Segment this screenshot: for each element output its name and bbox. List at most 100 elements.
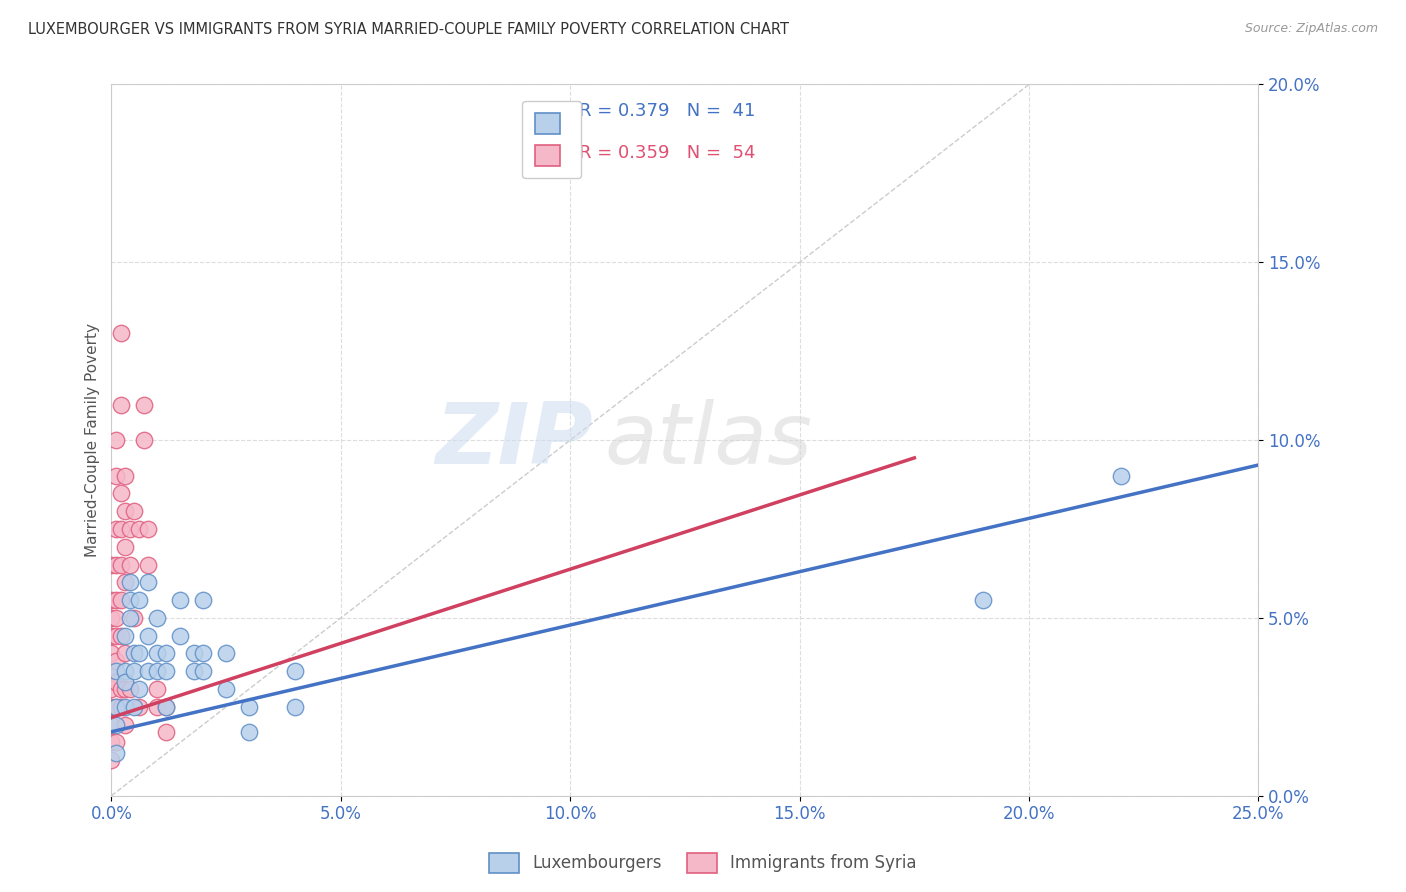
Point (183, 647, 205, 661)
Point (124, 504, 146, 518)
Point (193, 593, 215, 607)
Point (124, 699, 146, 714)
Point (114, 717, 136, 731)
Point (105, 468, 128, 483)
Point (110, 681, 132, 696)
Text: atlas: atlas (605, 399, 813, 482)
Point (105, 433, 128, 447)
Point (114, 647, 136, 661)
Point (136, 629, 159, 643)
Point (155, 724, 177, 739)
Point (136, 522, 159, 536)
Point (169, 629, 191, 643)
Point (146, 647, 169, 661)
Point (193, 647, 215, 661)
Point (114, 675, 136, 690)
Point (110, 629, 132, 643)
Legend: , : , (522, 101, 582, 178)
Point (105, 735, 128, 749)
Point (105, 675, 128, 690)
Point (132, 398, 155, 412)
Point (110, 486, 132, 500)
Point (100, 735, 122, 749)
Point (105, 593, 128, 607)
Point (146, 699, 169, 714)
Point (118, 611, 141, 625)
Point (114, 540, 136, 554)
Point (118, 593, 141, 607)
Point (128, 699, 150, 714)
Point (114, 575, 136, 590)
Text: LUXEMBOURGER VS IMMIGRANTS FROM SYRIA MARRIED-COUPLE FAMILY POVERTY CORRELATION : LUXEMBOURGER VS IMMIGRANTS FROM SYRIA MA… (28, 22, 789, 37)
Point (183, 665, 205, 679)
Point (146, 681, 169, 696)
Point (114, 468, 136, 483)
Point (284, 665, 307, 679)
Point (215, 647, 238, 661)
Point (114, 681, 136, 696)
Point (114, 699, 136, 714)
Point (110, 326, 132, 341)
Point (114, 665, 136, 679)
Point (118, 558, 141, 572)
Point (155, 647, 177, 661)
Point (146, 665, 169, 679)
Text: Source: ZipAtlas.com: Source: ZipAtlas.com (1244, 22, 1378, 36)
Point (155, 699, 177, 714)
Point (105, 654, 128, 668)
Point (110, 558, 132, 572)
Point (105, 665, 128, 679)
Point (105, 699, 128, 714)
Point (105, 558, 128, 572)
Point (284, 699, 307, 714)
Point (100, 681, 122, 696)
Point (238, 699, 260, 714)
Y-axis label: Married-Couple Family Poverty: Married-Couple Family Poverty (86, 323, 100, 558)
Point (105, 522, 128, 536)
Legend: Luxembourgers, Immigrants from Syria: Luxembourgers, Immigrants from Syria (482, 847, 924, 880)
Point (114, 504, 136, 518)
Point (100, 717, 122, 731)
Point (100, 611, 122, 625)
Point (100, 593, 122, 607)
Point (118, 681, 141, 696)
Point (100, 647, 122, 661)
Point (238, 724, 260, 739)
Point (132, 433, 155, 447)
Point (105, 699, 128, 714)
Point (118, 575, 141, 590)
Point (136, 558, 159, 572)
Point (193, 665, 215, 679)
Point (110, 699, 132, 714)
Point (100, 699, 122, 714)
Point (100, 753, 122, 767)
Point (146, 611, 169, 625)
Point (114, 629, 136, 643)
Point (124, 647, 146, 661)
Point (155, 665, 177, 679)
Point (105, 629, 128, 643)
Point (100, 665, 122, 679)
Point (128, 681, 150, 696)
Point (128, 593, 150, 607)
Point (105, 746, 128, 760)
Point (136, 575, 159, 590)
Text: ZIP: ZIP (436, 399, 593, 482)
Point (169, 593, 191, 607)
Point (118, 522, 141, 536)
Point (972, 593, 994, 607)
Point (128, 522, 150, 536)
Point (215, 681, 238, 696)
Point (124, 665, 146, 679)
Point (100, 558, 122, 572)
Point (155, 699, 177, 714)
Point (128, 647, 150, 661)
Point (100, 629, 122, 643)
Point (124, 611, 146, 625)
Text: R = 0.379   N =  41: R = 0.379 N = 41 (579, 103, 756, 120)
Point (105, 717, 128, 731)
Point (1109, 468, 1132, 483)
Point (136, 665, 159, 679)
Point (110, 593, 132, 607)
Text: R = 0.359   N =  54: R = 0.359 N = 54 (579, 145, 756, 162)
